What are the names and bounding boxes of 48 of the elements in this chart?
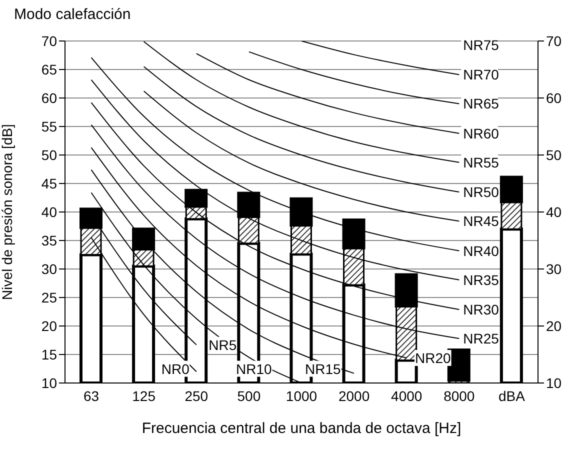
y-tick-label: 40 [41,204,58,220]
series-label: NR55 [463,154,500,170]
y-tick-label: 60 [41,90,58,106]
y2-tick-label: 20 [546,318,562,334]
series-label: NR10 [236,360,272,377]
y2-tick-label: 10 [546,374,562,391]
y-tick-label: 55 [41,118,58,134]
y-tick-label: 35 [41,232,58,248]
x-tick-label: 500 [237,388,261,404]
y-axis-title: Nivel de presión sonora [dB] [0,124,15,300]
y2-tick-label: 70 [546,32,562,49]
x-tick-label: 8000 [444,388,475,404]
x-tick-label: 1000 [286,388,318,404]
series-label: NR65 [463,96,500,112]
y-tick-label: 10 [41,374,58,391]
y-tick-label: 15 [41,346,58,362]
series-label: NR30 [463,301,500,318]
x-tick-label: 125 [132,388,156,404]
x-tick-label: 2000 [338,388,370,404]
y-tick-label: 30 [41,260,58,277]
y2-tick-label: 50 [546,146,562,163]
x-tick-label: 250 [184,388,208,404]
series-label: NR15 [305,360,342,377]
y2-tick-label: 30 [546,260,562,277]
series-label: NR0 [161,360,190,377]
y-tick-label: 70 [41,32,58,49]
series-label: NR20 [414,350,451,366]
y-tick-label: 45 [41,175,58,192]
series-label: NR60 [463,125,500,142]
y2-tick-label: 60 [546,90,562,106]
series-label: NR40 [463,242,500,259]
y-tick-label: 20 [41,318,58,334]
y-tick-label: 25 [41,289,58,306]
series-label: NR70 [463,66,500,83]
series-label: NR5 [208,336,237,353]
x-tick-label: 63 [83,388,100,404]
y-tick-label: 65 [41,61,58,78]
annotation: NR75 [463,37,500,53]
chart-title: Modo calefacción [14,6,131,23]
series-label: NR25 [463,330,500,347]
series-label: NR50 [463,184,500,200]
y-tick-label: 50 [41,146,58,163]
x-axis-title: Frecuencia central de una banda de octava [Hz] [140,420,462,437]
series-label: NR35 [463,272,500,288]
series-label: NR45 [463,213,500,230]
y2-tick-label: 40 [546,204,562,220]
x-tick-label: dBA [498,388,526,404]
x-tick-label: 4000 [391,388,422,404]
